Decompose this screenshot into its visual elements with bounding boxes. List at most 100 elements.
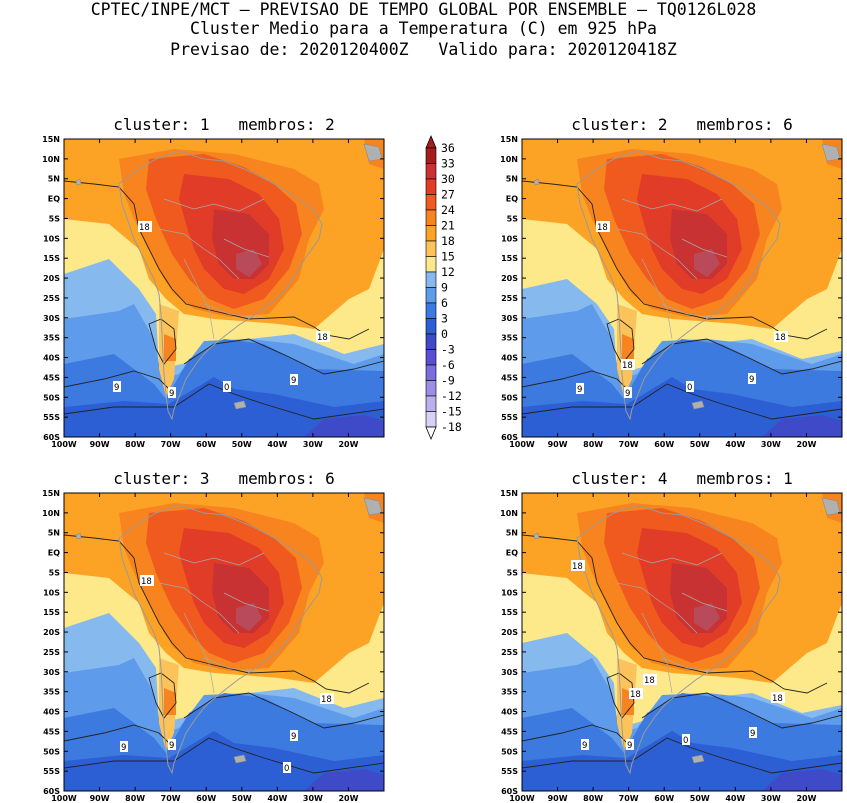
country-border bbox=[183, 612, 215, 694]
colorbar-min-arrow bbox=[425, 426, 437, 441]
temperature-field-region bbox=[64, 731, 384, 791]
contour-label: 0 bbox=[223, 381, 231, 393]
lat-tick-label: 60S bbox=[501, 787, 518, 796]
contour-label: 9 bbox=[168, 387, 176, 399]
lat-tick-label: 45S bbox=[43, 727, 60, 736]
island bbox=[533, 532, 540, 540]
island bbox=[691, 754, 705, 764]
lat-tick-label: 20S bbox=[43, 628, 60, 637]
colorbar-label: 6 bbox=[441, 296, 448, 310]
lat-tick-label: 15S bbox=[501, 254, 518, 263]
country-border bbox=[163, 198, 265, 212]
lat-tick-label: 35S bbox=[43, 334, 60, 343]
lat-tick-label: 5S bbox=[49, 568, 61, 577]
colorbar-label: 24 bbox=[441, 203, 455, 217]
lon-tick-label: 50W bbox=[232, 794, 252, 803]
country-border bbox=[641, 612, 673, 694]
lat-tick-label: 15N bbox=[500, 489, 518, 498]
lat-tick-label: 55S bbox=[43, 767, 60, 776]
lon-tick-label: 40W bbox=[725, 440, 745, 449]
lon-tick-label: 70W bbox=[161, 794, 181, 803]
lon-tick-label: 20W bbox=[796, 440, 816, 449]
colorbar-swatch bbox=[425, 240, 437, 257]
svg-text:18: 18 bbox=[572, 562, 583, 572]
temperature-field-region bbox=[304, 769, 384, 791]
lat-tick-label: 30S bbox=[43, 668, 60, 677]
lon-tick-label: 60W bbox=[654, 440, 674, 449]
lon-tick-label: 40W bbox=[267, 440, 287, 449]
lat-tick-label: 25S bbox=[501, 294, 518, 303]
lat-tick-label: 50S bbox=[501, 393, 518, 402]
lat-tick-label: 5N bbox=[506, 175, 518, 184]
lon-tick-label: 30W bbox=[303, 794, 323, 803]
contour-label: 18 bbox=[571, 560, 585, 572]
lat-tick-label: 20S bbox=[501, 628, 518, 637]
svg-text:0: 0 bbox=[687, 383, 692, 393]
colorbar-swatch bbox=[425, 333, 437, 350]
lat-tick-label: EQ bbox=[48, 549, 60, 558]
lat-tick-label: 45S bbox=[43, 373, 60, 382]
lon-tick-label: 20W bbox=[338, 794, 358, 803]
svg-text:18: 18 bbox=[772, 694, 783, 704]
temperature-field-region bbox=[694, 249, 720, 277]
island bbox=[233, 754, 247, 764]
country-border bbox=[223, 238, 270, 258]
lat-tick-label: 5S bbox=[49, 214, 61, 223]
contour-line bbox=[64, 534, 370, 694]
lon-tick-label: 80W bbox=[125, 794, 145, 803]
lon-tick-label: 90W bbox=[90, 794, 110, 803]
lon-tick-label: 60W bbox=[196, 440, 216, 449]
lon-tick-label: 80W bbox=[125, 440, 145, 449]
lat-tick-label: 5S bbox=[507, 568, 519, 577]
svg-text:9: 9 bbox=[750, 729, 755, 739]
colorbar-swatch bbox=[425, 287, 437, 304]
lat-tick-label: 5N bbox=[48, 529, 60, 538]
colorbar-swatch bbox=[425, 380, 437, 397]
country-border bbox=[616, 582, 698, 634]
svg-text:18: 18 bbox=[775, 333, 786, 343]
contour-line bbox=[522, 383, 842, 420]
colorbar-swatch bbox=[425, 411, 437, 428]
colorbar-label: 18 bbox=[441, 234, 455, 248]
figure-title-line3: Previsao de: 2020120400Z Valido para: 20… bbox=[170, 40, 677, 59]
svg-text:9: 9 bbox=[627, 741, 632, 751]
lon-tick-label: 20W bbox=[796, 794, 816, 803]
lat-tick-label: 40S bbox=[43, 708, 60, 717]
colorbar-swatch bbox=[425, 364, 437, 381]
lon-tick-label: 90W bbox=[90, 440, 110, 449]
lat-tick-label: 5N bbox=[506, 529, 518, 538]
country-border bbox=[661, 303, 711, 318]
colorbar-label: 3 bbox=[441, 312, 448, 326]
contour-label: 18 bbox=[621, 359, 635, 371]
svg-text:18: 18 bbox=[630, 690, 641, 700]
contour-label: 9 bbox=[581, 739, 589, 751]
svg-text:9: 9 bbox=[121, 743, 126, 753]
country-border bbox=[163, 552, 265, 566]
contour-line bbox=[641, 692, 842, 729]
contour-label: 9 bbox=[113, 381, 121, 393]
svg-text:18: 18 bbox=[597, 223, 608, 233]
contour-label: 0 bbox=[283, 762, 291, 774]
svg-text:9: 9 bbox=[749, 375, 754, 385]
map-frame bbox=[63, 492, 385, 792]
lat-tick-label: 35S bbox=[43, 688, 60, 697]
contour-line bbox=[522, 370, 628, 390]
contour-label: 0 bbox=[682, 734, 690, 746]
lat-tick-label: 10N bbox=[500, 509, 518, 518]
contour-label: 18 bbox=[771, 692, 785, 704]
lon-tick-label: 50W bbox=[232, 440, 252, 449]
lat-tick-label: 15N bbox=[42, 489, 60, 498]
lon-tick-label: 90W bbox=[548, 440, 568, 449]
temperature-field-region bbox=[164, 688, 176, 715]
lat-tick-label: 40S bbox=[501, 354, 518, 363]
lon-tick-label: 60W bbox=[654, 794, 674, 803]
lon-tick-label: 90W bbox=[548, 794, 568, 803]
country-border bbox=[223, 592, 270, 612]
colorbar-label: -15 bbox=[441, 405, 462, 419]
lat-tick-label: 30S bbox=[501, 668, 518, 677]
lon-tick-label: 20W bbox=[338, 440, 358, 449]
country-border bbox=[621, 552, 723, 566]
contour-label: 9 bbox=[624, 387, 632, 399]
coastline bbox=[118, 504, 323, 775]
country-border bbox=[158, 228, 240, 280]
